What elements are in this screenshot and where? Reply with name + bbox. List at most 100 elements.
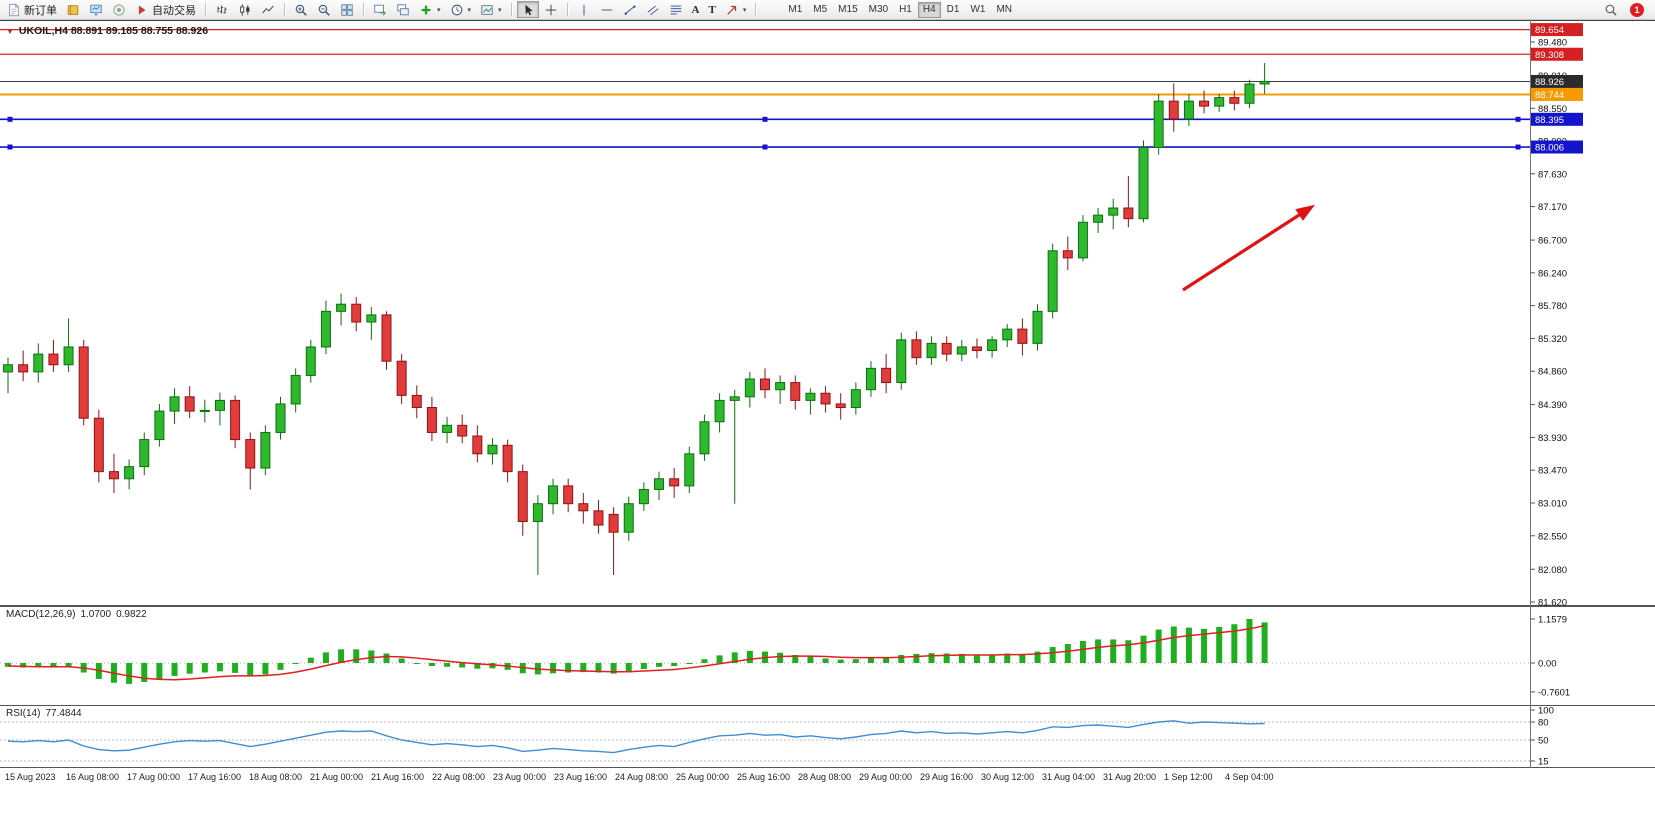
market-watch-icon — [90, 4, 102, 15]
community-button[interactable] — [108, 1, 130, 18]
text-button[interactable]: A — [688, 1, 704, 18]
templates-button[interactable]: ▾ — [476, 1, 506, 18]
search-button[interactable] — [1600, 1, 1622, 18]
arrow-object-icon — [727, 5, 736, 15]
timeframe-d1-button[interactable]: D1 — [942, 2, 965, 18]
channel-button[interactable] — [642, 1, 664, 18]
candlestick-chart-button[interactable] — [234, 1, 256, 18]
svg-text:88.395: 88.395 — [1535, 115, 1564, 126]
line-handle[interactable] — [762, 144, 768, 150]
text-label-button[interactable]: T — [705, 1, 720, 18]
candle-body — [290, 374, 301, 405]
line-handle[interactable] — [1515, 116, 1521, 122]
timeframe-m30-button[interactable]: M30 — [864, 2, 893, 18]
timeframe-w1-button[interactable]: W1 — [965, 2, 990, 18]
candle-body — [169, 396, 180, 412]
candle-body — [714, 399, 725, 423]
candle-body — [578, 503, 589, 512]
candle-body — [1244, 83, 1255, 104]
tile-windows-button[interactable] — [336, 1, 358, 18]
candle-body — [1214, 97, 1225, 107]
notification-badge[interactable]: 1 — [1630, 2, 1644, 17]
time-axis-label: 23 Aug 00:00 — [493, 772, 547, 782]
line-chart-button[interactable] — [257, 1, 279, 18]
new-order-icon — [9, 3, 19, 16]
candle-body — [366, 314, 377, 323]
profiles-icon — [397, 3, 409, 15]
candle-body — [18, 364, 29, 373]
arrows-button[interactable]: ▾ — [721, 1, 751, 18]
trend-arrow[interactable] — [1182, 204, 1316, 292]
candle-body — [1017, 328, 1028, 344]
candle-body — [532, 503, 543, 523]
candle-body — [33, 353, 44, 373]
candle-body — [336, 303, 347, 312]
indicators-add-icon — [421, 5, 431, 14]
horizontal-line-icon — [601, 9, 612, 10]
timeframe-m15-button[interactable]: M15 — [833, 2, 862, 18]
indicators-button[interactable]: ▾ — [415, 1, 445, 18]
timeframe-h1-button[interactable]: H1 — [894, 2, 917, 18]
crosshair-icon — [545, 4, 556, 15]
time-axis-label: 29 Aug 00:00 — [859, 772, 913, 782]
time-axis[interactable]: 15 Aug 2023 16 Aug 08:00 17 Aug 00:00 17 Au… — [0, 768, 1655, 786]
bar-chart-button[interactable] — [211, 1, 233, 18]
new-order-button[interactable]: 新订单 — [3, 1, 61, 18]
candle-body — [1047, 250, 1058, 312]
candle-body — [184, 396, 195, 412]
autotrading-button[interactable]: 自动交易 — [131, 1, 200, 18]
macd-panel[interactable]: 1.1579 0.00 -0.7601 — [0, 606, 1655, 705]
new-chart-button[interactable] — [369, 1, 391, 18]
zoom-in-icon — [295, 4, 307, 16]
macd-signal-line — [7, 624, 1265, 681]
candle-body — [1108, 207, 1119, 216]
candle-body — [805, 392, 816, 401]
crosshair-button[interactable] — [540, 1, 562, 18]
line-handle[interactable] — [1515, 144, 1521, 150]
horizontal-line[interactable] — [0, 116, 1530, 122]
rsi-line — [7, 720, 1265, 754]
line-handle[interactable] — [7, 144, 13, 150]
candle-body — [1183, 100, 1194, 120]
candle-body — [926, 342, 937, 359]
time-axis-label: 21 Aug 00:00 — [310, 772, 364, 782]
candle-body — [729, 396, 740, 401]
history-center-button[interactable] — [62, 1, 84, 18]
line-handle[interactable] — [762, 116, 768, 122]
market-watch-button[interactable] — [85, 1, 107, 18]
fibonacci-button[interactable] — [665, 1, 687, 18]
candle-body — [941, 342, 952, 355]
chevron-down-icon: ▾ — [742, 6, 747, 14]
candle-body — [654, 478, 665, 490]
candle-body — [48, 353, 59, 366]
candle-body — [305, 346, 316, 376]
trendline-button[interactable] — [619, 1, 641, 18]
chart-region: 89.48089.01088.55088.09087.63087.17086.7… — [0, 20, 1655, 786]
zoom-out-button[interactable] — [313, 1, 335, 18]
equidistant-channel-icon — [647, 5, 659, 15]
time-axis-label: 31 Aug 20:00 — [1103, 772, 1157, 782]
line-handle[interactable] — [7, 116, 13, 122]
rsi-value: 77.4844 — [45, 708, 82, 719]
toolbar-separator — [284, 3, 285, 16]
candle-body — [896, 339, 907, 384]
timeframe-m5-button[interactable]: M5 — [808, 2, 832, 18]
profiles-button[interactable] — [392, 1, 414, 18]
candle-body — [1199, 100, 1210, 107]
vertical-line-button[interactable] — [573, 1, 595, 18]
time-axis-label: 29 Aug 16:00 — [920, 772, 974, 782]
price-tag: 88.395 — [1531, 112, 1583, 126]
horizontal-line[interactable] — [0, 144, 1530, 150]
cursor-button[interactable] — [516, 1, 539, 18]
zoom-in-button[interactable] — [290, 1, 312, 18]
timeframe-mn-button[interactable]: MN — [991, 2, 1017, 18]
svg-text:-0.7601: -0.7601 — [1538, 687, 1570, 698]
timeframe-h4-button[interactable]: H4 — [917, 1, 941, 18]
candle-body — [669, 478, 680, 487]
price-chart[interactable]: 89.48089.01088.55088.09087.63087.17086.7… — [0, 20, 1655, 606]
timeframe-m1-button[interactable]: M1 — [783, 2, 807, 18]
periods-button[interactable]: ▾ — [446, 1, 476, 18]
horizontal-line-button[interactable] — [596, 1, 618, 18]
